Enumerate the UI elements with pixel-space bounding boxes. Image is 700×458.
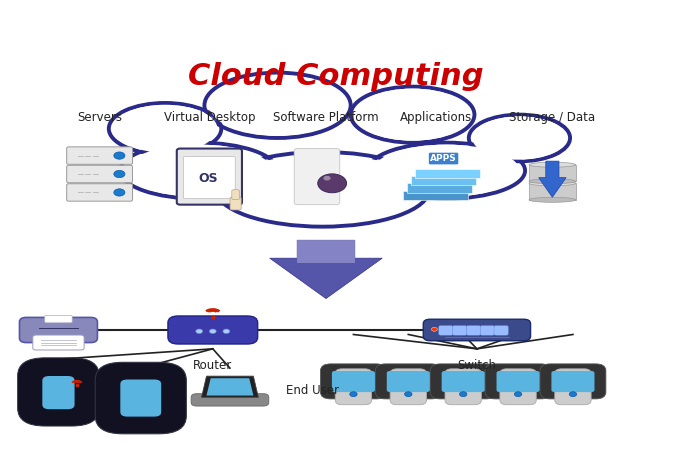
- Text: APPS: APPS: [430, 154, 457, 163]
- FancyBboxPatch shape: [66, 147, 132, 164]
- Circle shape: [350, 392, 357, 397]
- FancyBboxPatch shape: [45, 316, 72, 323]
- Text: End User: End User: [286, 384, 339, 397]
- FancyBboxPatch shape: [230, 197, 241, 210]
- FancyBboxPatch shape: [390, 369, 426, 405]
- Circle shape: [223, 329, 230, 333]
- Ellipse shape: [120, 142, 278, 199]
- FancyBboxPatch shape: [177, 148, 242, 205]
- FancyBboxPatch shape: [375, 364, 441, 399]
- Polygon shape: [298, 240, 355, 263]
- Text: OS: OS: [198, 172, 218, 185]
- Circle shape: [431, 327, 438, 331]
- FancyBboxPatch shape: [120, 380, 161, 417]
- Polygon shape: [411, 176, 476, 185]
- FancyBboxPatch shape: [500, 369, 536, 405]
- FancyBboxPatch shape: [66, 165, 132, 183]
- Polygon shape: [407, 183, 472, 193]
- FancyBboxPatch shape: [439, 326, 453, 335]
- Polygon shape: [529, 183, 575, 200]
- Ellipse shape: [113, 105, 218, 153]
- FancyBboxPatch shape: [552, 371, 594, 392]
- Polygon shape: [202, 376, 258, 397]
- FancyBboxPatch shape: [18, 358, 99, 426]
- Ellipse shape: [529, 162, 575, 167]
- FancyBboxPatch shape: [168, 316, 258, 344]
- FancyBboxPatch shape: [424, 319, 531, 341]
- FancyBboxPatch shape: [540, 364, 606, 399]
- Polygon shape: [415, 169, 480, 178]
- Ellipse shape: [125, 145, 272, 196]
- FancyBboxPatch shape: [494, 326, 508, 335]
- Ellipse shape: [373, 145, 519, 196]
- FancyBboxPatch shape: [480, 326, 494, 335]
- FancyBboxPatch shape: [232, 190, 239, 200]
- Text: Servers: Servers: [77, 110, 122, 124]
- Text: Virtual Desktop: Virtual Desktop: [164, 110, 255, 124]
- Circle shape: [514, 392, 522, 397]
- FancyBboxPatch shape: [387, 371, 430, 392]
- Ellipse shape: [368, 142, 525, 199]
- Circle shape: [114, 170, 125, 178]
- Text: Cloud Computing: Cloud Computing: [188, 62, 484, 91]
- Polygon shape: [529, 165, 575, 181]
- FancyBboxPatch shape: [20, 317, 97, 343]
- Circle shape: [196, 329, 203, 333]
- FancyBboxPatch shape: [485, 364, 551, 399]
- Text: Storage / Data: Storage / Data: [510, 110, 596, 124]
- Circle shape: [569, 392, 577, 397]
- FancyBboxPatch shape: [442, 371, 484, 392]
- FancyBboxPatch shape: [430, 364, 496, 399]
- FancyBboxPatch shape: [42, 376, 75, 409]
- Polygon shape: [206, 378, 253, 396]
- Circle shape: [459, 392, 467, 397]
- Ellipse shape: [529, 179, 575, 184]
- Text: Switch: Switch: [457, 359, 496, 372]
- Circle shape: [114, 152, 125, 159]
- Ellipse shape: [223, 155, 422, 224]
- FancyBboxPatch shape: [66, 184, 132, 201]
- FancyBboxPatch shape: [321, 364, 386, 399]
- Polygon shape: [403, 191, 468, 200]
- Ellipse shape: [355, 88, 470, 141]
- Text: Software Platform: Software Platform: [273, 110, 379, 124]
- Ellipse shape: [529, 197, 575, 202]
- FancyBboxPatch shape: [33, 335, 84, 350]
- Polygon shape: [539, 161, 566, 197]
- Ellipse shape: [529, 181, 575, 186]
- Ellipse shape: [469, 114, 570, 161]
- Ellipse shape: [216, 152, 429, 227]
- FancyBboxPatch shape: [496, 371, 540, 392]
- Ellipse shape: [204, 73, 351, 138]
- FancyBboxPatch shape: [555, 369, 591, 405]
- Ellipse shape: [108, 103, 221, 154]
- Text: Router: Router: [193, 359, 232, 372]
- FancyBboxPatch shape: [183, 157, 235, 199]
- Circle shape: [114, 189, 125, 196]
- Circle shape: [209, 329, 216, 333]
- FancyBboxPatch shape: [335, 369, 372, 405]
- FancyBboxPatch shape: [95, 362, 186, 434]
- FancyBboxPatch shape: [332, 371, 375, 392]
- Text: Applications: Applications: [400, 110, 472, 124]
- FancyBboxPatch shape: [466, 326, 481, 335]
- Circle shape: [318, 174, 346, 193]
- Ellipse shape: [209, 75, 346, 136]
- FancyBboxPatch shape: [445, 369, 482, 405]
- Ellipse shape: [351, 87, 475, 142]
- FancyBboxPatch shape: [294, 148, 340, 205]
- FancyBboxPatch shape: [191, 394, 269, 406]
- Circle shape: [323, 176, 330, 180]
- Polygon shape: [270, 240, 382, 299]
- Circle shape: [405, 392, 412, 397]
- Ellipse shape: [473, 116, 566, 160]
- FancyBboxPatch shape: [452, 326, 467, 335]
